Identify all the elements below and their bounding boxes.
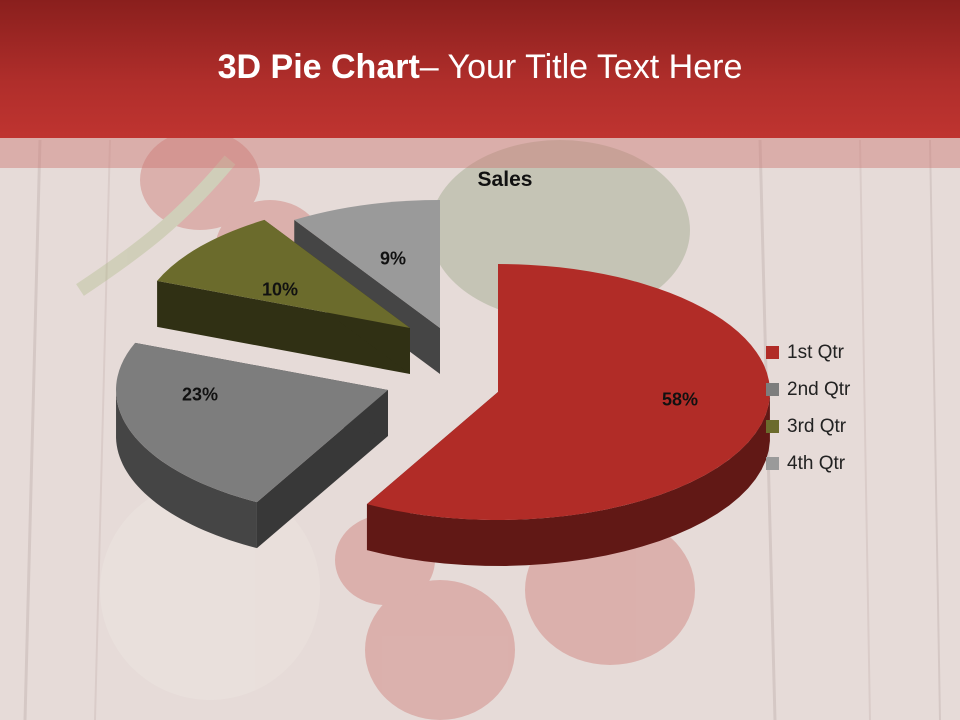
- slide-header: [0, 0, 960, 138]
- legend-item-4: 4th Qtr: [766, 445, 850, 482]
- legend-item-1: 1st Qtr: [766, 334, 850, 371]
- legend-item-2: 2nd Qtr: [766, 371, 850, 408]
- slice-label-4: 9%: [379, 248, 406, 269]
- pie-slice-2: [116, 342, 389, 549]
- chart-legend: 1st Qtr 2nd Qtr 3rd Qtr 4th Qtr: [766, 334, 850, 482]
- slide-title-bold: 3D Pie Chart: [217, 48, 420, 86]
- chart-title: Sales: [477, 168, 533, 191]
- header-fade-band: [0, 138, 960, 168]
- legend-label: 2nd Qtr: [787, 378, 851, 400]
- legend-swatch: [766, 383, 779, 396]
- legend-swatch: [766, 346, 779, 359]
- pie-slice-1: [366, 264, 770, 566]
- legend-label: 3rd Qtr: [787, 415, 847, 437]
- slide-title-rest: – Your Title Text Here: [419, 48, 743, 86]
- slice-label-1: 58%: [661, 389, 699, 410]
- slide-title: 3D Pie Chart– Your Title Text Here: [0, 48, 960, 87]
- slice-label-2: 23%: [181, 384, 219, 405]
- pie-slice-3: [157, 219, 410, 374]
- legend-swatch: [766, 457, 779, 470]
- legend-label: 1st Qtr: [787, 341, 845, 363]
- slice-label-3: 10%: [261, 279, 299, 300]
- legend-label: 4th Qtr: [787, 452, 846, 474]
- legend-item-3: 3rd Qtr: [766, 408, 850, 445]
- legend-swatch: [766, 420, 779, 433]
